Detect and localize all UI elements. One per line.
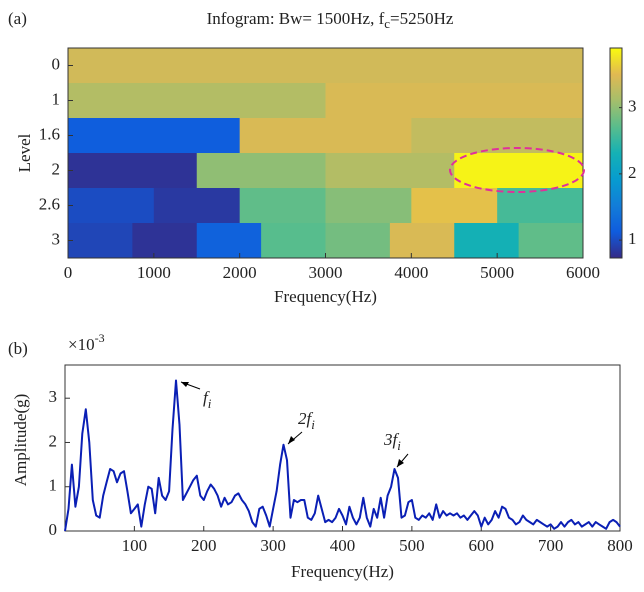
title-sub: c [384,16,390,31]
annotation-text: 3f [383,430,400,449]
x-tick-label: 500 [399,536,425,555]
y-tick-label: 2.6 [39,194,60,213]
heat-cell [68,83,326,119]
y-tick-label: 2 [49,431,58,450]
y-tick-label: 1.6 [39,124,60,143]
y-axis-label: Amplitude(g) [11,394,30,487]
y-tick-label: 2 [52,159,61,178]
x-axis-label: Frequency(Hz) [274,287,377,306]
title-main: Infogram: Bw= 1500Hz, f [207,9,385,28]
y-tick-label: 3 [49,387,58,406]
heat-cell [239,118,412,154]
annotation-sub: i [311,417,315,432]
x-axis-label: Frequency(Hz) [291,562,394,581]
x-tick-label: 800 [607,536,633,555]
heat-cell [153,188,241,224]
x-tick-label: 700 [538,536,564,555]
heat-cell [389,223,455,259]
heat-cell [68,153,198,189]
heat-cell [411,188,498,224]
chart-title: Infogram: Bw= 1500Hz, fc=5250Hz [207,9,454,31]
heat-cell [454,223,520,259]
heat-cell [196,153,326,189]
x-tick-label: 100 [122,536,148,555]
colorbar-tick-label: 2 [628,163,637,182]
panel-label: (b) [8,339,28,358]
colorbar-tick-label: 3 [628,97,637,116]
x-tick-label: 0 [64,263,73,282]
heat-cell [325,153,455,189]
x-tick-label: 600 [469,536,495,555]
x-tick-label: 3000 [309,263,343,282]
annotation: 2fi [298,409,315,432]
y-exponent: ×10-3 [68,331,105,354]
heat-cell [68,118,241,154]
x-tick-label: 2000 [223,263,257,282]
annotation-sub: i [397,438,401,453]
arrowhead [397,459,404,467]
heat-cell [497,188,584,224]
heat-cell [261,223,326,259]
heat-cell [68,48,584,84]
heat-cell [411,118,584,154]
heat-cell [132,223,198,259]
colorbar [609,47,623,259]
arrowhead [288,436,295,444]
annotation-text: f [203,388,210,407]
x-tick-label: 1000 [137,263,171,282]
annotation: fi [203,388,212,411]
y-tick-label: 0 [52,54,61,73]
panel-label: (a) [8,9,27,28]
title-rest: =5250Hz [390,9,454,28]
colorbar-tick-label: 1 [628,229,637,248]
annotations: fi 2fi 3fi [180,381,409,468]
highlight-ellipse [449,147,585,193]
line-series [64,379,621,532]
plot-frame [64,364,621,532]
exp-power: -3 [95,331,105,345]
annotation-sub: i [208,396,212,411]
heat-cell [239,188,326,224]
exp-base: ×10 [68,335,95,354]
y-tick-label: 3 [52,229,61,248]
heat-cell [325,223,391,259]
x-tick-label: 6000 [566,263,600,282]
y-axis-label: Level [15,133,34,172]
arrowhead [181,382,189,387]
x-tick-label: 4000 [394,263,428,282]
heat-cell [454,153,584,189]
y-tick-label: 1 [52,89,61,108]
x-tick-label: 5000 [480,263,514,282]
heat-cell [68,223,133,259]
heat-cell [68,188,155,224]
annotation-text: 2f [298,409,314,428]
x-tick-label: 300 [260,536,286,555]
heat-cell [196,223,262,259]
y-tick-label: 0 [49,520,58,539]
annotation: 3fi [383,430,401,453]
heat-cell [325,83,584,119]
y-tick-label: 1 [49,476,58,495]
x-tick-label: 400 [330,536,356,555]
heat-cell [325,188,412,224]
x-tick-label: 200 [191,536,217,555]
heat-cell [518,223,584,259]
